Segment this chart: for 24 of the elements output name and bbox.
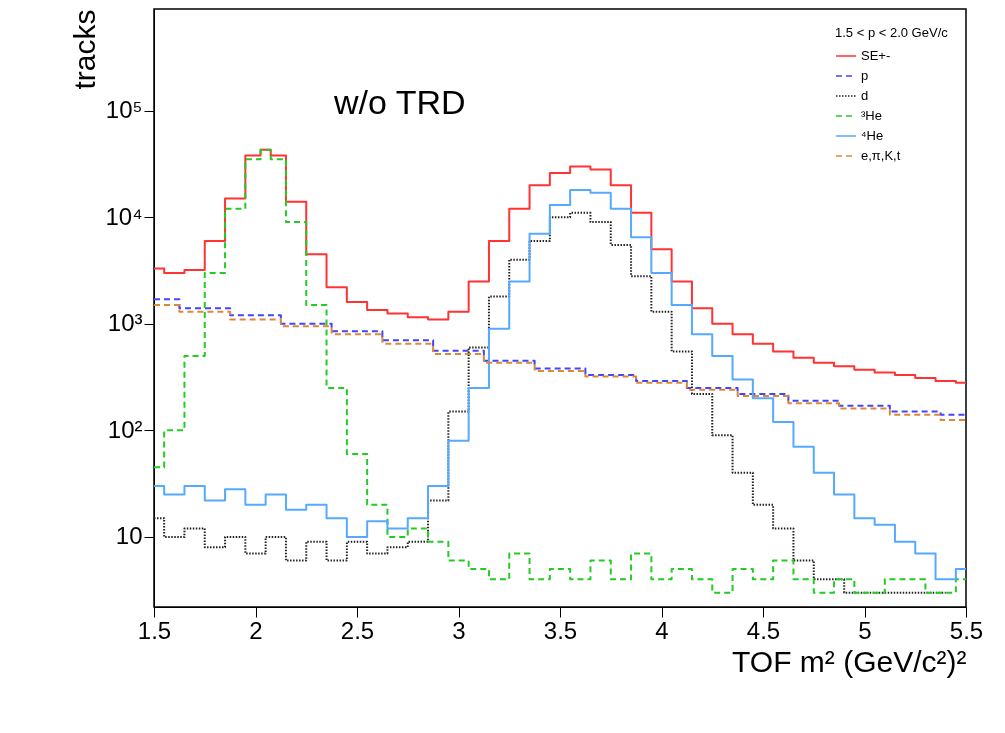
x-axis-title: TOF m² (GeV/c²)² xyxy=(732,644,967,678)
legend-label: ⁴He xyxy=(861,128,884,143)
y-tick-label: 10⁵ xyxy=(105,96,143,124)
x-tick-label: 5.5 xyxy=(949,616,984,644)
x-tick-label: 1.5 xyxy=(137,616,172,644)
legend-label: d xyxy=(861,88,869,103)
y-tick-label: 10⁴ xyxy=(105,202,143,230)
x-tick-label: 4 xyxy=(655,616,669,644)
x-tick-label: 5 xyxy=(858,616,872,644)
x-tick-label: 2.5 xyxy=(340,616,375,644)
x-tick-label: 4.5 xyxy=(746,616,781,644)
annotation: w/o TRD xyxy=(333,83,466,121)
legend-label: ³He xyxy=(861,108,882,123)
legend-label: SE+- xyxy=(861,48,891,63)
y-tick-label: 10 xyxy=(115,522,143,550)
legend-title: 1.5 < p < 2.0 GeV/c xyxy=(835,25,949,40)
x-tick-label: 2 xyxy=(249,616,263,644)
y-tick-label: 10² xyxy=(107,415,143,443)
x-tick-label: 3 xyxy=(452,616,466,644)
legend-label: e,π,K,t xyxy=(861,148,901,163)
y-tick-label: 10³ xyxy=(107,309,143,337)
y-axis-title: tracks xyxy=(68,9,102,90)
x-tick-label: 3.5 xyxy=(543,616,578,644)
legend-label: p xyxy=(861,68,869,83)
